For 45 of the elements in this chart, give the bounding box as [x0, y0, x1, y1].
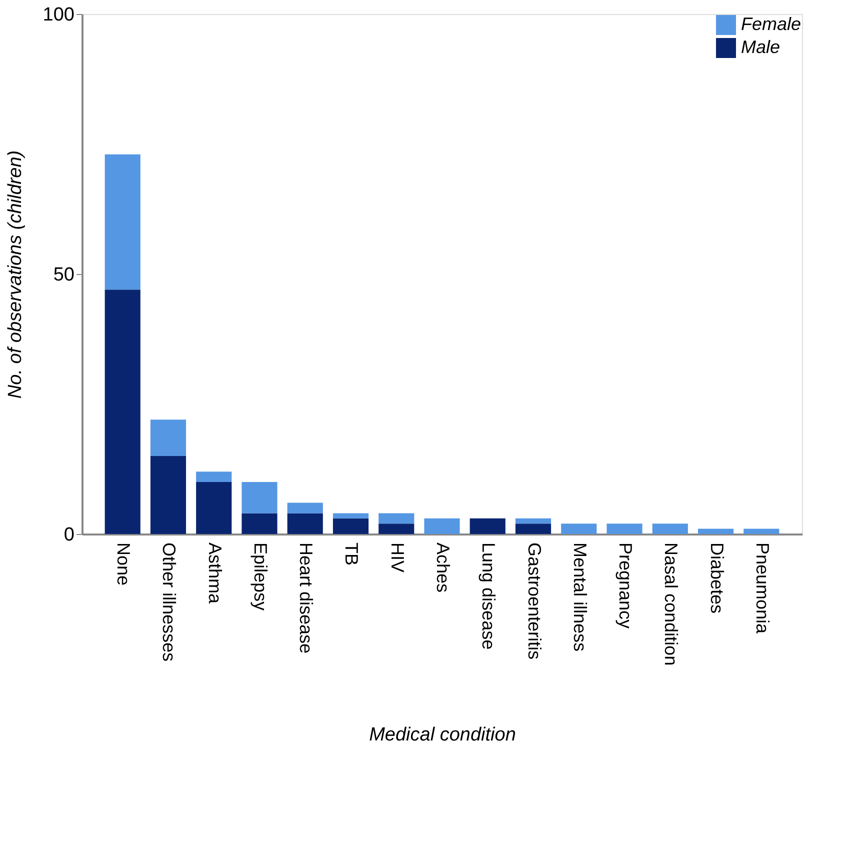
bar [744, 528, 780, 534]
x-tick-label: Gastroenteritis [524, 542, 544, 660]
bar [470, 518, 506, 534]
bar [196, 482, 232, 534]
bar [652, 524, 688, 534]
bar [104, 290, 140, 534]
x-tick-label: HIV [387, 542, 408, 573]
bar [242, 482, 278, 514]
x-tick-label: TB [342, 542, 362, 566]
x-tick-label: Diabetes [706, 542, 727, 614]
bar [150, 456, 186, 534]
bar [332, 518, 369, 534]
y-tick-label: 0 [64, 524, 74, 546]
x-tick-label: Asthma [204, 542, 225, 605]
x-tick-label: Heart disease [296, 542, 316, 654]
bar [242, 513, 278, 534]
y-tick-label: 100 [42, 4, 74, 26]
x-tick-label: Nasal condition [661, 542, 682, 666]
x-tick-label: None [114, 542, 134, 586]
bar [378, 513, 414, 524]
bar [378, 524, 414, 534]
x-tick-label: Other illnesses [159, 542, 180, 662]
bar [150, 420, 186, 456]
bar [196, 472, 232, 482]
bar [104, 154, 140, 290]
y-tick-label: 50 [53, 264, 74, 286]
x-tick-label: Epilepsy [250, 542, 270, 611]
x-tick-label: Lung disease [478, 542, 499, 650]
bar [424, 518, 460, 534]
y-axis-title: No. of observations (children) [4, 150, 26, 399]
x-tick-label: Pregnancy [616, 542, 636, 629]
bar [561, 524, 597, 534]
bar [287, 513, 323, 534]
x-tick-label: Pneumonia [752, 542, 772, 635]
bar [515, 518, 552, 524]
bar [606, 524, 642, 534]
legend-label: Male [741, 37, 780, 57]
legend-label: Female [741, 14, 802, 34]
x-tick-label: Aches [433, 542, 453, 593]
bar [515, 524, 552, 534]
x-tick-label: Mental illness [570, 542, 590, 652]
x-axis-title: Medical condition [369, 724, 516, 746]
bar [287, 502, 323, 514]
bar [698, 528, 734, 534]
bar [332, 513, 369, 518]
